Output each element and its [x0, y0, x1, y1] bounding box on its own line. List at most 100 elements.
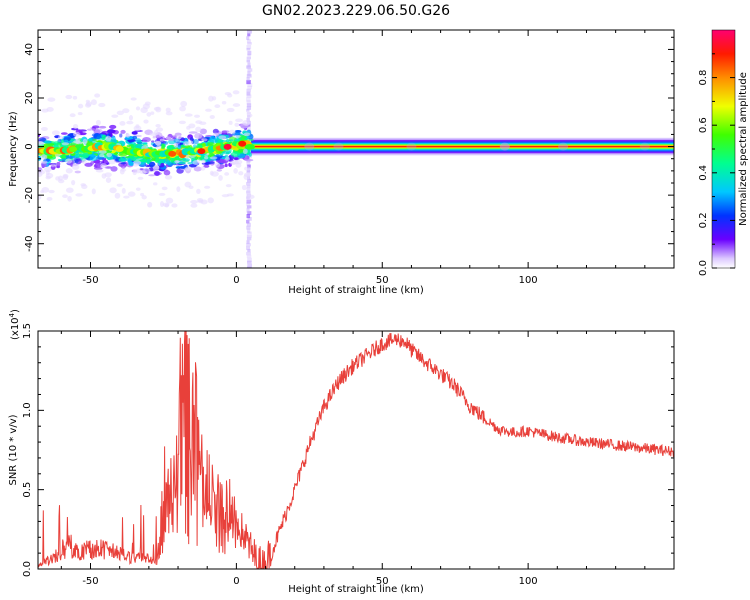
heat-speck [231, 160, 239, 165]
heat-cell [178, 161, 187, 165]
heat-speck [174, 159, 180, 164]
heat-speck [232, 103, 241, 107]
heat-speck [62, 194, 68, 199]
heat-cell [138, 159, 147, 162]
streak-cell [246, 234, 252, 238]
snr-ticks: -50 0 50 100 0.0 0.5 1.0 1.5 [22, 323, 675, 587]
heat-cell [119, 133, 123, 138]
heat-speck [81, 158, 87, 165]
spectrogram-xlabel: Height of straight line (km) [288, 285, 424, 296]
heat-speck [135, 106, 141, 111]
streak-cell [246, 237, 252, 241]
heat-speck [195, 126, 202, 133]
heat-speck [176, 134, 182, 140]
heat-cell [50, 163, 56, 168]
heat-speck [41, 126, 48, 131]
heat-speck [218, 175, 223, 181]
streak-cell [246, 251, 251, 256]
heat-speck [95, 169, 104, 173]
heat-cell [52, 141, 61, 146]
heat-speck [192, 160, 201, 166]
spectrogram-ticks: -50 0 50 100 -40 -20 0 20 40 [24, 30, 675, 286]
heat-speck [190, 203, 198, 208]
heat-cell [238, 154, 246, 159]
heat-cell [230, 151, 240, 157]
heat-cell [60, 155, 67, 159]
heat-speck [116, 183, 123, 187]
streak-cell [246, 181, 251, 186]
x-tick-label: -50 [82, 275, 98, 286]
heat-speck [209, 114, 215, 120]
colorbar-tick-label: 0.2 [698, 212, 709, 228]
heat-speck [204, 156, 209, 160]
streak-cell [246, 208, 250, 213]
x-tick-label: 50 [376, 576, 389, 587]
heat-speck [82, 138, 88, 145]
heat-cell [94, 162, 102, 168]
heat-speck [69, 113, 76, 118]
streak-cell [246, 187, 251, 191]
heat-speck [57, 135, 64, 140]
heat-speck [67, 195, 72, 202]
heat-speck [104, 172, 112, 178]
heat-speck [200, 199, 208, 205]
heat-speck [225, 156, 230, 161]
streak-cell [247, 211, 252, 215]
heat-speck [114, 192, 121, 199]
heat-cell [92, 138, 98, 142]
heat-cell [207, 142, 216, 146]
heat-cell [199, 128, 207, 135]
heat-cell [221, 130, 228, 135]
streak-cell [246, 202, 251, 206]
streak-cell [247, 231, 252, 235]
streak-cell [246, 79, 251, 85]
streak-cell [246, 199, 252, 204]
snr-series-line [38, 331, 674, 569]
streak-cell [247, 71, 251, 76]
heat-speck [214, 162, 221, 168]
streak-cell [246, 103, 252, 108]
streak-cell [246, 170, 251, 174]
heat-cell [98, 125, 107, 129]
colorbar-tick-label: 0.8 [698, 70, 709, 86]
heat-speck [128, 115, 134, 121]
streak-cell [246, 161, 251, 166]
heat-speck [224, 172, 230, 176]
heat-cell [118, 158, 128, 162]
heat-speck [179, 105, 186, 112]
streak-cell [247, 50, 252, 56]
y-tick-label: 0.5 [22, 482, 33, 498]
heat-speck [119, 121, 126, 126]
ridge-hotspot [69, 146, 78, 153]
y-tick-label: 40 [24, 43, 35, 56]
heat-speck [142, 103, 150, 110]
colorbar-tick-label: 0.4 [698, 165, 709, 181]
heat-speck [77, 112, 83, 116]
streak-cell [246, 205, 252, 209]
heat-cell [203, 164, 210, 168]
y-tick-label: 0 [24, 143, 35, 149]
streak-cell [246, 88, 251, 92]
heat-cell [188, 164, 197, 168]
heat-speck [165, 107, 171, 113]
heat-cell [181, 157, 191, 162]
heat-cell [132, 135, 138, 140]
heat-speck [85, 99, 90, 103]
heat-speck [242, 119, 251, 126]
heat-speck [176, 186, 181, 192]
heat-speck [199, 121, 207, 126]
heat-speck [109, 187, 117, 194]
band-bump [304, 142, 315, 151]
streak-cell [246, 228, 251, 233]
heat-cell [222, 150, 232, 155]
x-tick-label: 100 [519, 576, 538, 587]
heat-speck [48, 189, 55, 194]
heat-cell [193, 144, 197, 149]
heat-speck [45, 175, 51, 180]
ridge-hotspot [223, 143, 232, 150]
heat-cell [86, 154, 96, 157]
spectrogram-heatmap [38, 30, 674, 268]
streak-cell [246, 74, 252, 78]
colorbar: 0.0 0.2 0.4 0.6 0.8 Normalized spectral ampl… [698, 29, 749, 276]
